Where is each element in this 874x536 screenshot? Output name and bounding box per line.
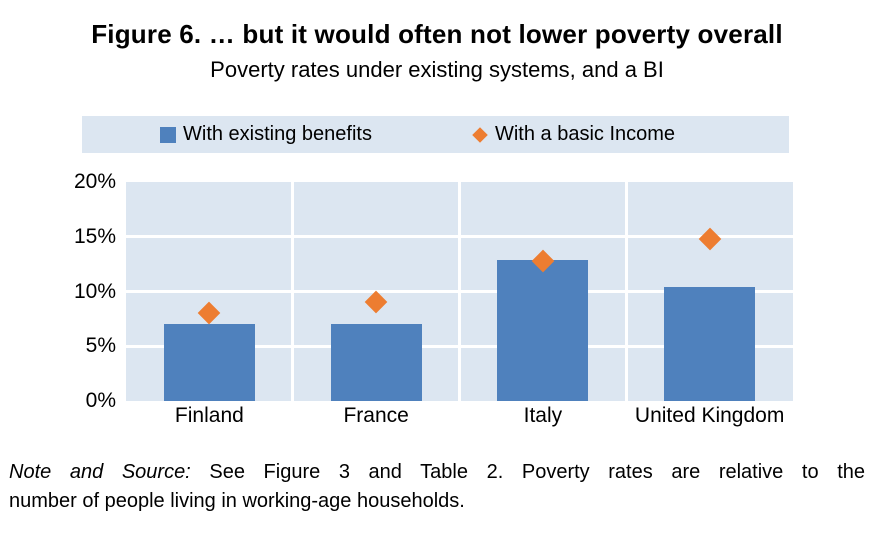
y-tick-label: 15% — [73, 224, 116, 248]
note-line-1-rest: See Figure 3 and Table 2. Poverty rates … — [190, 461, 865, 483]
bar-united-kingdom — [664, 287, 756, 401]
x-category-label: France — [343, 404, 409, 427]
legend-item-basic-income: With a basic Income — [472, 123, 675, 146]
y-tick-label: 5% — [85, 334, 116, 358]
y-tick-label: 20% — [73, 170, 116, 193]
y-tick-label: 0% — [85, 389, 116, 412]
y-tick-label: 10% — [73, 279, 116, 303]
figure-subtitle: Poverty rates under existing systems, an… — [210, 57, 664, 82]
x-category-label: Finland — [174, 404, 244, 427]
diamond-finland — [198, 302, 221, 325]
legend-item-existing-benefits: With existing benefits — [160, 123, 372, 146]
bar-france — [330, 324, 422, 401]
bar-finland — [163, 324, 255, 401]
legend-label-basic-income: With a basic Income — [494, 123, 676, 145]
figure-title: Figure 6. … but it would often not lower… — [91, 19, 783, 49]
chart-legend: With existing benefits With a basic Inco… — [82, 116, 789, 153]
legend-label-existing-benefits: With existing benefits — [183, 123, 372, 145]
x-category-label: United Kingdom — [634, 404, 785, 427]
diamond-france — [364, 291, 388, 314]
note-text: Note and Source: See Figure 3 and Table … — [9, 458, 865, 516]
bar-italy — [497, 260, 589, 401]
horizontal-gridline — [126, 344, 793, 348]
diamond-united-kingdom — [698, 227, 721, 251]
note-line-1: Note and Source: See Figure 3 and Table … — [9, 458, 865, 487]
x-category-label: Italy — [523, 404, 563, 427]
note-line-2: number of people living in working-age h… — [9, 490, 465, 512]
plot-area — [126, 182, 793, 401]
orange-diamond-marker-icon — [472, 126, 488, 143]
vertical-gridline — [624, 182, 628, 401]
vertical-gridline — [458, 182, 461, 401]
blue-square-marker-icon — [160, 126, 176, 143]
note-prefix: Note and Source: — [9, 461, 191, 483]
